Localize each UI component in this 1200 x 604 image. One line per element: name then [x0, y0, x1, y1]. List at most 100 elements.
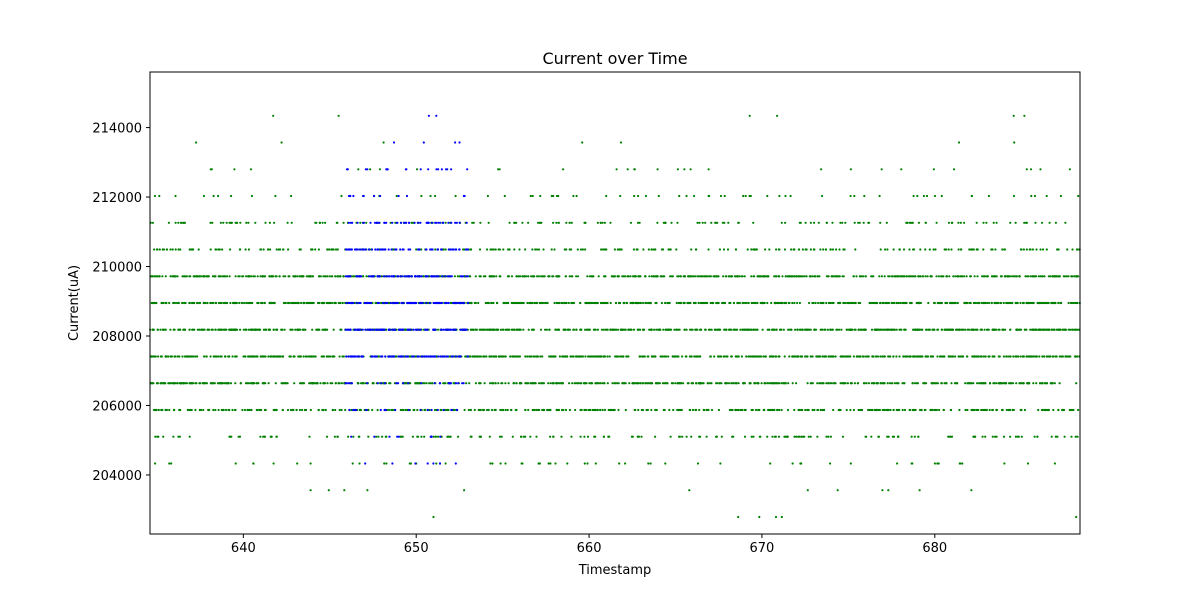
data-point: [758, 515, 761, 519]
data-point: [439, 435, 442, 438]
data-point: [517, 355, 520, 358]
data-point: [897, 301, 900, 305]
data-point: [354, 408, 358, 412]
data-point: [1009, 328, 1012, 331]
data-point: [613, 248, 617, 251]
data-point: [169, 248, 172, 251]
data-point: [600, 248, 603, 251]
data-point: [188, 382, 191, 385]
data-point: [1023, 114, 1026, 117]
data-point: [549, 462, 552, 465]
data-point: [766, 301, 769, 305]
data-point: [653, 328, 656, 331]
data-point: [316, 382, 319, 385]
data-point: [443, 382, 446, 385]
data-point: [570, 221, 573, 224]
data-point: [1007, 408, 1010, 412]
data-point: [750, 408, 753, 412]
data-point: [384, 435, 387, 438]
data-point: [876, 328, 879, 331]
data-point: [1024, 221, 1028, 224]
data-point: [434, 435, 437, 438]
data-point: [310, 382, 313, 385]
data-point: [966, 301, 969, 305]
data-point: [488, 435, 491, 438]
data-point: [416, 355, 419, 358]
data-point: [955, 382, 958, 385]
data-point: [1064, 275, 1067, 278]
data-point: [817, 301, 820, 305]
data-point: [486, 194, 489, 198]
data-point: [603, 382, 606, 385]
data-point: [654, 408, 657, 412]
data-point: [260, 301, 263, 305]
data-point: [691, 275, 694, 278]
data-point: [1076, 355, 1079, 358]
data-point: [773, 408, 776, 412]
data-point: [396, 435, 399, 438]
data-point: [774, 515, 778, 519]
data-point: [925, 328, 928, 331]
data-point: [707, 328, 711, 331]
data-point: [710, 328, 713, 331]
data-point: [1007, 355, 1011, 358]
data-point: [773, 435, 777, 438]
data-point: [363, 301, 366, 305]
data-point: [904, 355, 907, 358]
data-point: [844, 382, 847, 385]
data-point: [369, 301, 373, 305]
data-point: [274, 408, 277, 412]
data-point: [734, 328, 738, 331]
data-point: [284, 301, 287, 305]
data-point: [474, 301, 477, 305]
data-point: [226, 275, 229, 278]
data-point: [431, 382, 434, 385]
data-point: [1040, 275, 1044, 278]
data-point: [234, 462, 237, 465]
data-point: [253, 275, 256, 278]
data-point: [883, 328, 886, 331]
data-point: [239, 382, 243, 385]
data-point: [444, 275, 447, 278]
data-point: [492, 382, 495, 385]
data-point: [981, 435, 984, 438]
data-point: [327, 489, 330, 492]
data-point: [838, 301, 841, 305]
data-point: [723, 328, 726, 331]
data-point: [323, 301, 326, 305]
data-point: [743, 301, 747, 305]
data-point: [350, 301, 353, 305]
data-point: [800, 435, 803, 438]
data-point: [1032, 301, 1035, 305]
data-point: [1009, 435, 1012, 438]
data-point: [588, 275, 591, 278]
data-point: [290, 328, 293, 331]
data-point: [853, 194, 856, 198]
data-point: [982, 382, 986, 385]
data-point: [642, 248, 645, 251]
data-point: [420, 248, 423, 251]
data-point: [382, 275, 385, 278]
data-point: [514, 408, 517, 412]
data-point: [636, 248, 639, 251]
data-point: [916, 194, 919, 198]
data-point: [515, 275, 518, 278]
data-point: [777, 435, 781, 438]
data-point: [853, 382, 857, 385]
data-point: [522, 328, 525, 331]
data-point: [638, 221, 641, 224]
data-point: [472, 221, 475, 224]
data-point: [957, 355, 960, 358]
data-point: [879, 248, 882, 251]
data-point: [824, 248, 828, 251]
data-point: [434, 328, 437, 331]
data-point: [753, 382, 756, 385]
data-point: [749, 194, 752, 198]
data-point: [776, 408, 779, 412]
data-point: [1051, 275, 1054, 278]
data-point: [465, 382, 468, 385]
data-point: [473, 408, 476, 412]
data-point: [710, 382, 713, 385]
data-point: [742, 194, 745, 198]
data-point: [793, 355, 796, 358]
